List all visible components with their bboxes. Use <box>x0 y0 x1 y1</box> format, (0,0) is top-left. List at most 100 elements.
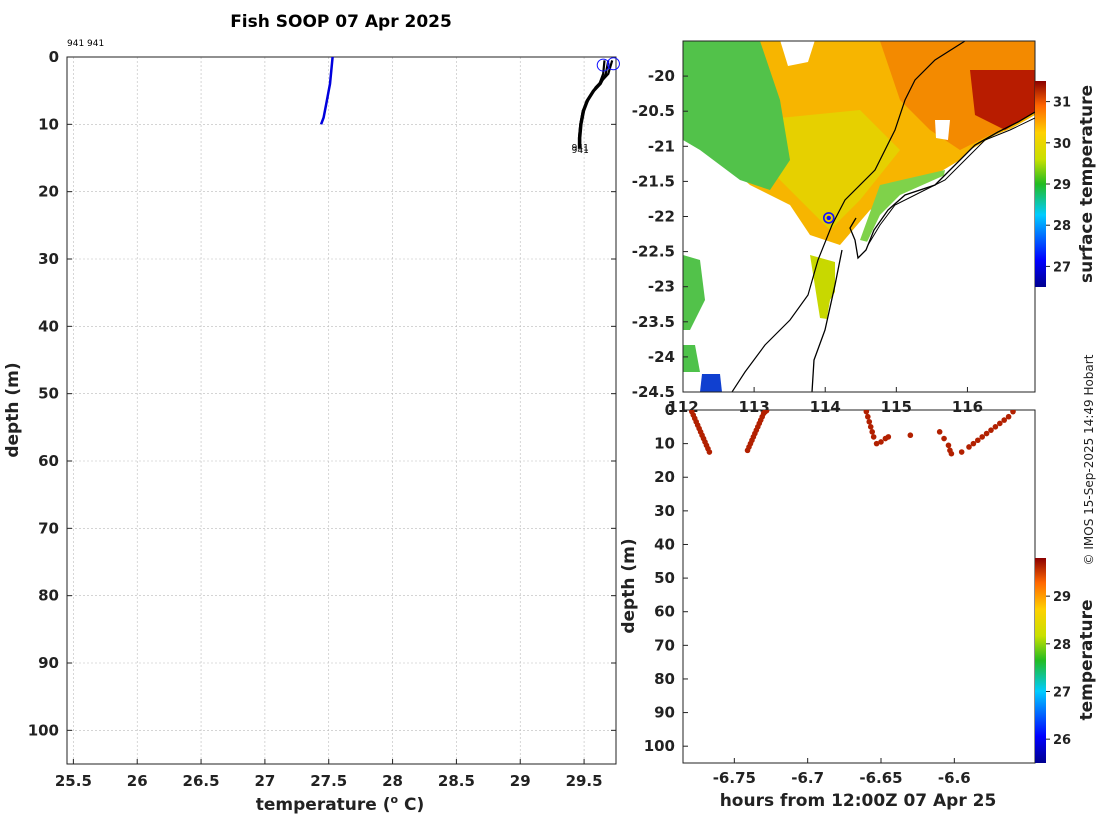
depth-time-point <box>706 449 713 455</box>
coastline-outer <box>867 117 1035 246</box>
depth-time-y-axis-label: depth (m) <box>619 538 639 633</box>
depth-time-point <box>945 442 952 449</box>
cast-id-annotation: 941 941 <box>67 39 104 49</box>
profile-series-cast-3 <box>577 60 610 148</box>
profile-x-tick-label: 28.5 <box>438 772 475 790</box>
depth-time-point <box>997 420 1003 427</box>
profile-x-tick-label: 26 <box>127 772 148 790</box>
map-y-tick-label: -23 <box>648 278 675 296</box>
depth-time-point <box>907 432 914 439</box>
profile-y-tick-label: 50 <box>38 385 59 403</box>
profile-start-marker <box>596 58 610 72</box>
sst-cold-pixel <box>700 374 722 392</box>
map-y-tick-label: -23.5 <box>632 313 675 331</box>
profile-y-tick-label: 90 <box>38 654 59 672</box>
depth-time-y-tick-label: 50 <box>654 569 675 587</box>
depth-time-point <box>970 440 977 447</box>
profile-x-tick-label: 25.5 <box>55 772 92 790</box>
profile-y-tick-label: 70 <box>38 519 59 537</box>
map-colorbar-ticks: 27 28 29 30 31 <box>1046 96 1071 275</box>
profile-axes-frame <box>66 56 617 765</box>
map-y-tick-label: -22 <box>648 208 675 226</box>
depth-time-point <box>870 434 877 440</box>
map-x-tick-label: 116 <box>952 398 983 416</box>
profile-end-label: 941 <box>572 144 589 154</box>
depth-time-y-tick-label: 30 <box>654 502 675 520</box>
profile-x-tick-label: 27 <box>254 772 275 790</box>
isobath <box>731 41 966 392</box>
coastline <box>849 111 1035 260</box>
profile-x-tick-label: 29 <box>510 772 531 790</box>
depth-time-point <box>966 444 972 450</box>
sst-gap-1 <box>780 41 815 66</box>
map-colorbar-label: surface temperature <box>1077 85 1097 283</box>
profile-ticks: 25.5 26 26.5 27 27.5 28 28.5 29 29.5 0 10 20 30 40 50 6… <box>28 48 616 790</box>
depth-time-colorbar-tick-label: 29 <box>1053 590 1071 605</box>
map-y-tick-label: -24.5 <box>632 383 675 401</box>
depth-time-y-tick-label: 70 <box>654 636 675 654</box>
profile-grid <box>67 56 616 764</box>
land-south <box>815 230 1035 392</box>
profile-y-tick-label: 0 <box>49 48 59 66</box>
map-colorbar-tick-label: 28 <box>1053 219 1071 234</box>
profile-series-cast-1 <box>577 60 606 148</box>
depth-time-axes-frame <box>682 409 1036 764</box>
depth-time-colorbar-tick-label: 28 <box>1053 638 1071 653</box>
chart-title: Fish SOOP 07 Apr 2025 <box>230 12 452 32</box>
profile-series-climatology <box>319 57 334 125</box>
depth-time-point <box>1010 410 1016 415</box>
profile-x-tick-label: 26.5 <box>183 772 220 790</box>
depth-time-y-tick-label: 90 <box>654 704 675 722</box>
sst-yellow-inner <box>760 110 900 230</box>
ship-position-marker <box>822 212 835 224</box>
depth-time-point <box>988 427 994 433</box>
sst-speckle-1 <box>683 255 705 330</box>
profile-y-tick-label: 80 <box>38 587 59 605</box>
profile-y-axis-label: depth (m) <box>3 362 23 457</box>
depth-time-x-tick-label: -6.7 <box>791 769 824 787</box>
map-y-tick-label: -20.5 <box>632 102 675 120</box>
map-colorbar-tick-label: 27 <box>1053 260 1071 275</box>
depth-time-x-tick-label: -6.65 <box>859 769 902 787</box>
sst-green-south <box>810 255 835 320</box>
profile-y-tick-label: 30 <box>38 250 59 268</box>
depth-time-y-tick-label: 80 <box>654 670 675 688</box>
profile-y-tick-label: 100 <box>28 721 59 739</box>
depth-time-point <box>975 437 981 444</box>
profile-x-tick-label: 27.5 <box>310 772 347 790</box>
profile-x-tick-label: 29.5 <box>566 772 603 790</box>
map-y-tick-label: -20 <box>648 67 675 85</box>
depth-time-colorbar-label: temperature <box>1077 599 1097 720</box>
depth-time-point <box>873 440 880 447</box>
map-colorbar-tick-label: 30 <box>1053 137 1071 152</box>
depth-time-point <box>863 410 870 415</box>
profile-x-tick-label: 28 <box>382 772 403 790</box>
profile-y-tick-label: 20 <box>38 183 59 201</box>
depth-time-point <box>869 429 875 435</box>
profile-start-marker <box>606 57 620 71</box>
land-mass <box>850 115 1035 275</box>
watermark: © IMOS 15-Sep-2025 14:49 Hobart <box>1082 354 1096 565</box>
map-y-tick-label: -24 <box>648 348 675 366</box>
depth-time-point <box>1005 413 1012 420</box>
depth-time-point <box>1001 417 1007 423</box>
map-y-tick-label: -21.5 <box>632 172 675 190</box>
sst-speckle-2 <box>683 345 700 372</box>
depth-time-y-tick-label: 10 <box>654 435 675 453</box>
profile-lines <box>319 57 614 148</box>
map-y-tick-label: -21 <box>648 137 675 155</box>
depth-time-point <box>941 435 947 442</box>
sst-hottest-patch <box>970 70 1035 130</box>
depth-time-point <box>866 418 873 425</box>
sst-map: -20 -20.5 -21 -21.5 -22 -22.5 -23 -23.5 -24 -24.5… <box>632 40 1036 416</box>
depth-time-x-tick-label: -6.75 <box>713 769 756 787</box>
profile-y-tick-label: 40 <box>38 317 59 335</box>
sst-green-west <box>683 41 790 190</box>
depth-time-point <box>979 434 985 440</box>
depth-time-point <box>983 430 990 437</box>
depth-time-point <box>867 424 874 430</box>
depth-time-y-tick-label: 100 <box>644 737 675 755</box>
map-colorbar-tick-label: 29 <box>1053 178 1071 193</box>
depth-time-point <box>948 450 955 457</box>
